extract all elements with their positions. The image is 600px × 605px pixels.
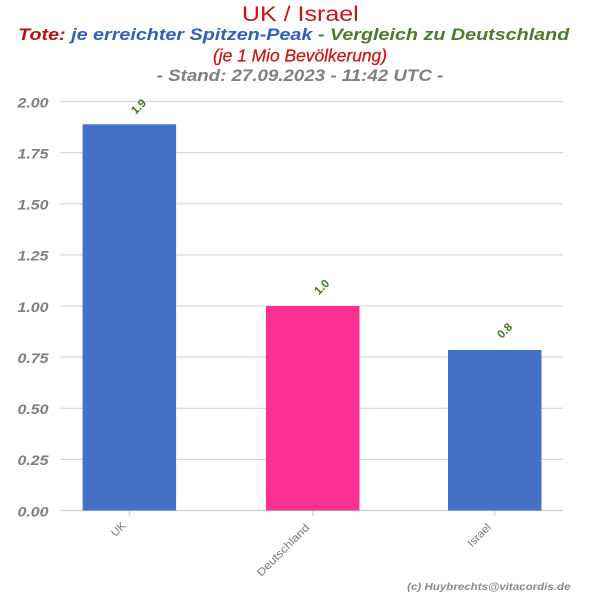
svg-text:(c) Huybrechts@vitacordis.de: (c) Huybrechts@vitacordis.de <box>407 582 570 593</box>
svg-text:- Stand: 27.09.2023 - 11:42 UT: - Stand: 27.09.2023 - 11:42 UTC - <box>157 66 444 85</box>
svg-text:1.25: 1.25 <box>17 249 49 265</box>
svg-text:1.50: 1.50 <box>17 197 49 213</box>
svg-text:0.50: 0.50 <box>17 402 49 418</box>
svg-text:0.00: 0.00 <box>17 504 49 520</box>
svg-text:1.00: 1.00 <box>17 300 49 316</box>
svg-text:(je 1 Mio Bevölkerung): (je 1 Mio Bevölkerung) <box>213 45 387 65</box>
svg-text:0.25: 0.25 <box>17 453 49 469</box>
svg-text:2.00: 2.00 <box>16 95 49 111</box>
svg-text:UK / Israel: UK / Israel <box>242 2 359 26</box>
svg-text:1.75: 1.75 <box>17 146 49 162</box>
svg-text:0.75: 0.75 <box>17 351 49 367</box>
svg-text:Tote: je erreichter Spitzen-Pe: Tote: je erreichter Spitzen-Peak - Vergl… <box>18 24 570 43</box>
